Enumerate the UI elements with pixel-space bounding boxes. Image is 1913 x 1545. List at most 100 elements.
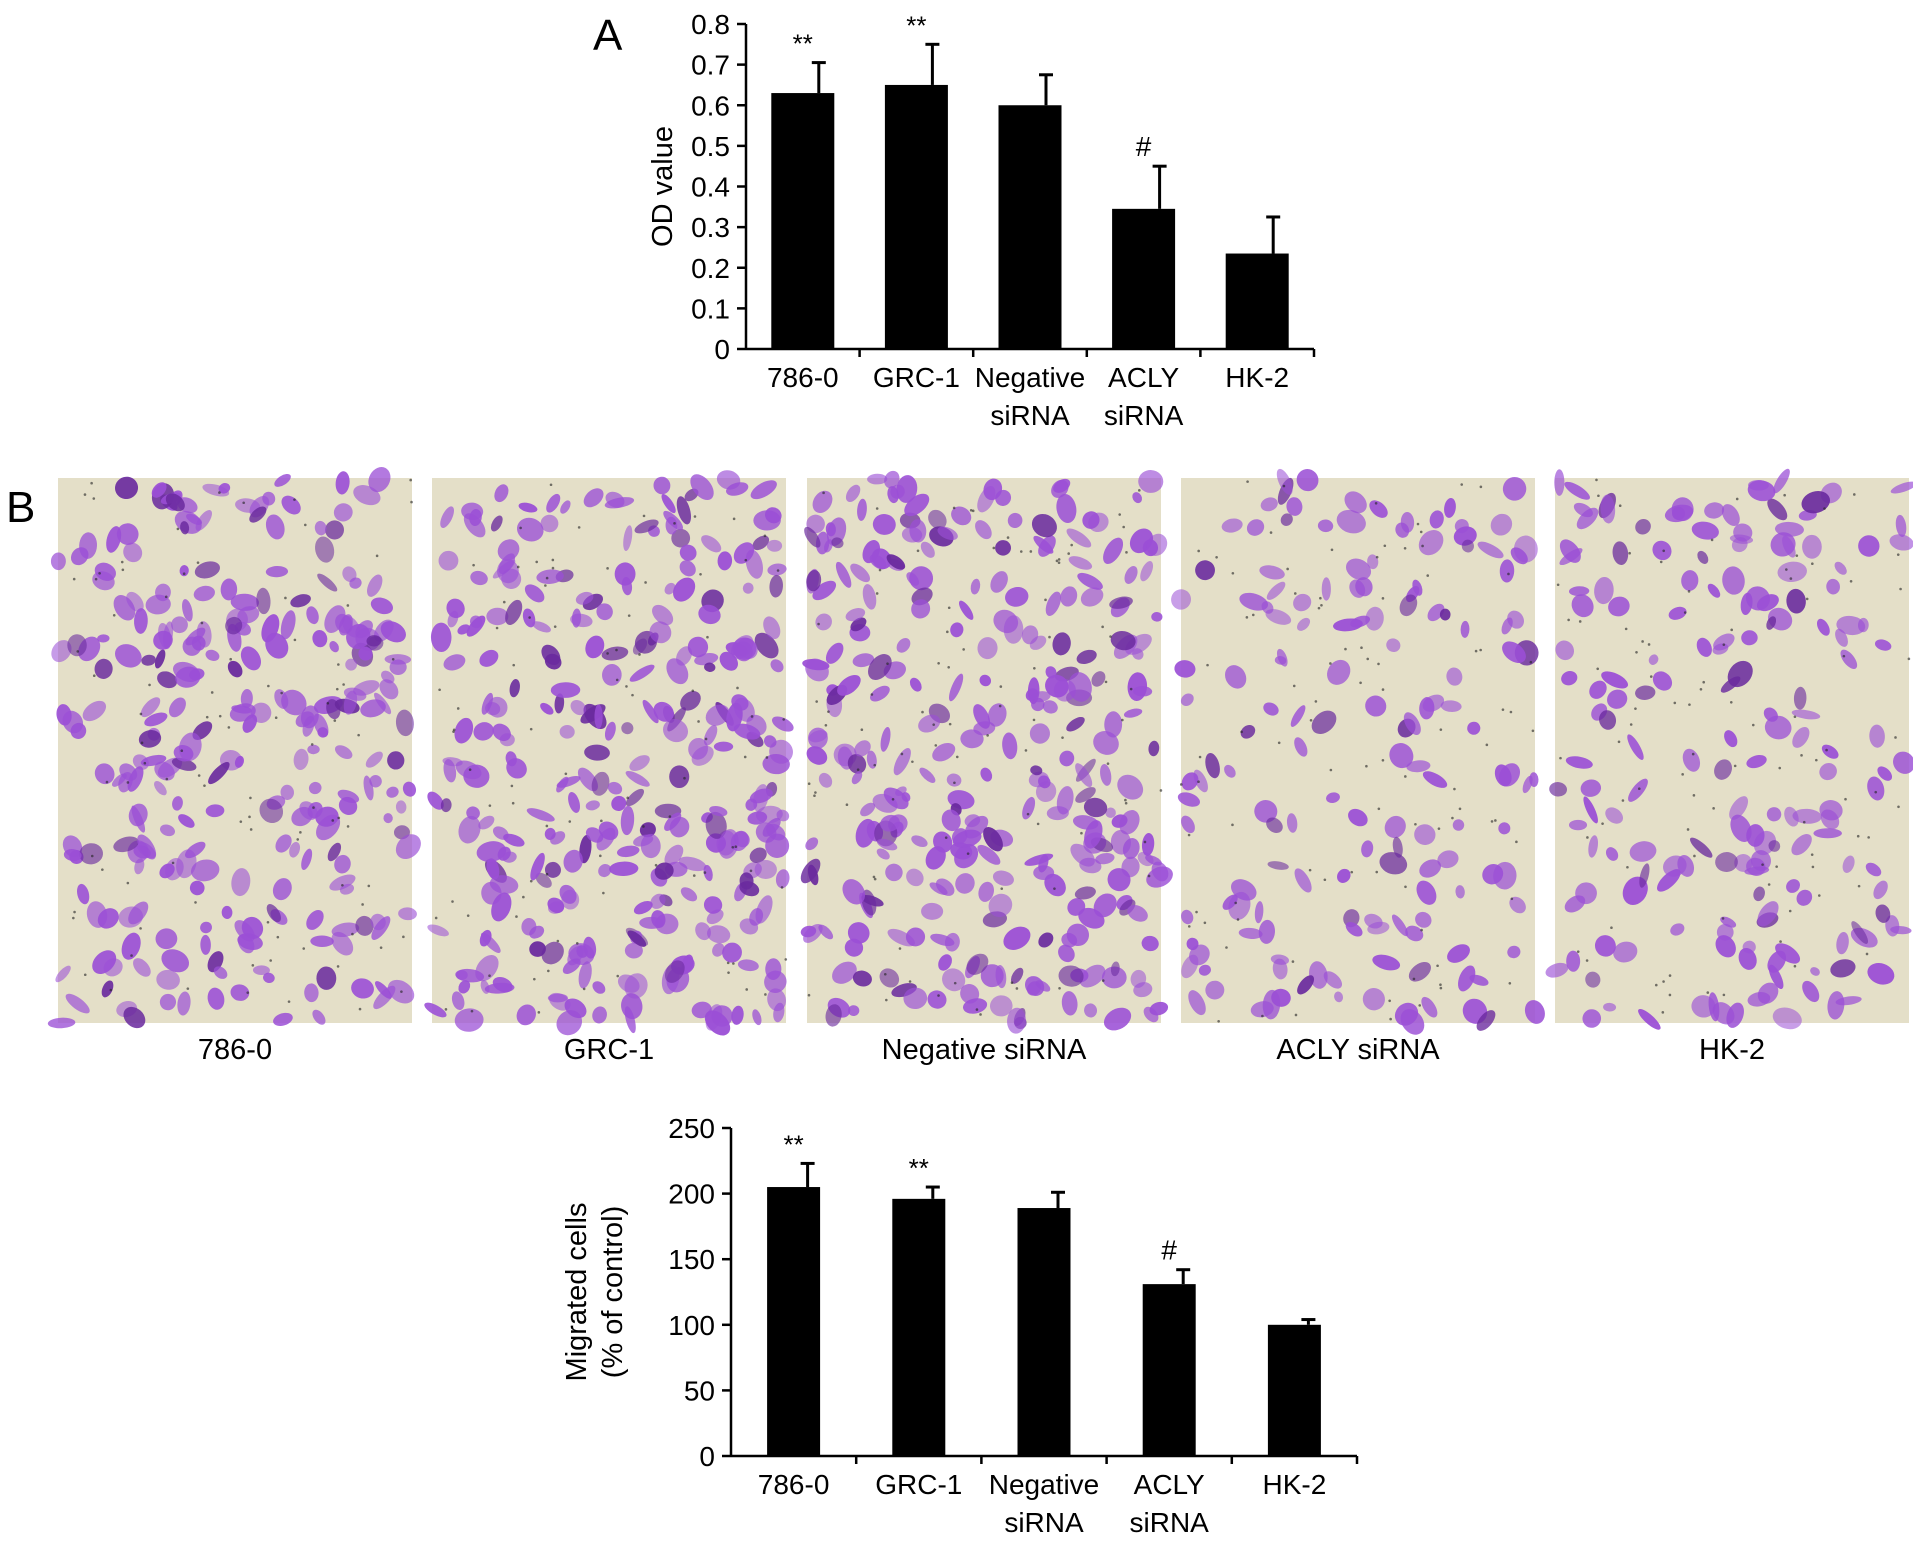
pore-dot: [1053, 887, 1056, 891]
stained-cell: [374, 619, 394, 642]
pore-dot: [1234, 901, 1237, 905]
pore-dot: [1029, 550, 1033, 553]
pore-dot: [280, 691, 283, 695]
pore-dot: [731, 845, 735, 849]
y-tick-label: 0.1: [691, 293, 730, 324]
stained-cell: [584, 744, 610, 761]
pore-dot: [1451, 816, 1454, 820]
stained-cell: [673, 577, 696, 602]
stained-cell: [941, 809, 961, 832]
pore-dot: [1795, 554, 1799, 557]
stained-cell: [1297, 617, 1311, 631]
stained-cell: [835, 561, 852, 588]
stained-cell: [308, 781, 322, 795]
pore-dot: [1179, 783, 1183, 786]
stained-cell: [481, 692, 494, 715]
stained-cell: [946, 773, 962, 787]
pore-dot: [1691, 752, 1695, 756]
stained-cell: [563, 849, 583, 873]
stained-cell: [492, 976, 513, 993]
stained-cell: [540, 514, 559, 533]
stained-cell: [879, 968, 900, 988]
pore-dot: [625, 685, 628, 688]
stained-cell: [1568, 819, 1588, 831]
y-tick-label: 200: [668, 1179, 715, 1210]
pore-dot: [1817, 894, 1821, 897]
stained-cell: [237, 933, 263, 951]
pore-dot: [642, 514, 646, 518]
pore-dot: [522, 895, 525, 899]
stained-cell: [1772, 1007, 1802, 1030]
stained-cell: [707, 925, 731, 944]
stained-cell: [153, 630, 173, 650]
pore-dot: [1637, 787, 1641, 791]
stained-cell: [473, 722, 494, 741]
stained-cell: [765, 833, 790, 858]
stained-cell: [1714, 759, 1733, 780]
stained-cell: [1696, 637, 1712, 657]
bar: [1267, 1324, 1321, 1456]
stained-cell: [454, 1008, 484, 1032]
stained-cell: [1061, 991, 1078, 1016]
stained-cell: [1059, 750, 1075, 767]
pore-dot: [1585, 959, 1589, 962]
stained-cell: [161, 949, 190, 973]
stained-cell: [1254, 799, 1278, 823]
stained-cell: [1554, 469, 1565, 496]
pore-dot: [1647, 643, 1651, 646]
stained-cell: [1499, 559, 1515, 583]
stained-cell: [1171, 589, 1192, 610]
stained-cell: [281, 495, 301, 515]
pore-dot: [194, 901, 197, 904]
stained-cell: [837, 674, 861, 696]
stained-cell: [1733, 523, 1753, 542]
stained-cell: [177, 991, 191, 1016]
pore-dot: [1419, 530, 1423, 534]
stained-cell: [541, 941, 564, 965]
stained-cell: [993, 609, 1019, 634]
stained-cell: [442, 757, 463, 767]
stained-cell: [1422, 771, 1448, 788]
pore-dot: [466, 914, 470, 917]
pore-dot: [1294, 1013, 1298, 1017]
pore-dot: [1058, 986, 1061, 990]
stained-cell: [218, 483, 231, 494]
pore-dot: [130, 954, 133, 957]
stained-cell: [1239, 592, 1269, 611]
stained-cell: [265, 514, 285, 540]
stained-cell: [855, 818, 876, 848]
pore-dot: [813, 794, 816, 798]
stained-cell: [911, 835, 928, 848]
stained-cell: [304, 983, 319, 1003]
stained-cell: [806, 746, 828, 765]
pore-dot: [932, 723, 936, 726]
stained-cell: [213, 966, 228, 979]
stained-cell: [1796, 889, 1813, 906]
pore-dot: [1654, 983, 1658, 987]
pore-dot: [1811, 562, 1814, 566]
pore-dot: [1894, 736, 1897, 739]
pore-dot: [331, 819, 335, 822]
stained-cell: [368, 467, 391, 493]
significance-label: #: [1161, 1235, 1177, 1266]
x-tick-label: 786-0: [767, 362, 839, 393]
stained-cell: [1267, 861, 1289, 870]
stained-cell: [1254, 901, 1264, 924]
stained-cell: [1075, 763, 1093, 788]
pore-dot: [1350, 870, 1354, 874]
pore-dot: [873, 877, 877, 881]
pore-dot: [470, 1009, 474, 1013]
pore-dot: [200, 621, 204, 625]
significance-label: #: [1136, 131, 1152, 162]
pore-dot: [953, 781, 956, 785]
stained-cell: [280, 784, 294, 800]
bar: [767, 1187, 821, 1456]
stained-cell: [951, 506, 972, 526]
stained-cell: [273, 1012, 293, 1026]
pore-dot: [1019, 550, 1023, 553]
stained-cell: [458, 980, 471, 994]
stained-cell: [1060, 586, 1078, 607]
stained-cell: [676, 496, 691, 525]
stained-cell: [360, 699, 386, 718]
stained-cell: [1084, 820, 1103, 849]
